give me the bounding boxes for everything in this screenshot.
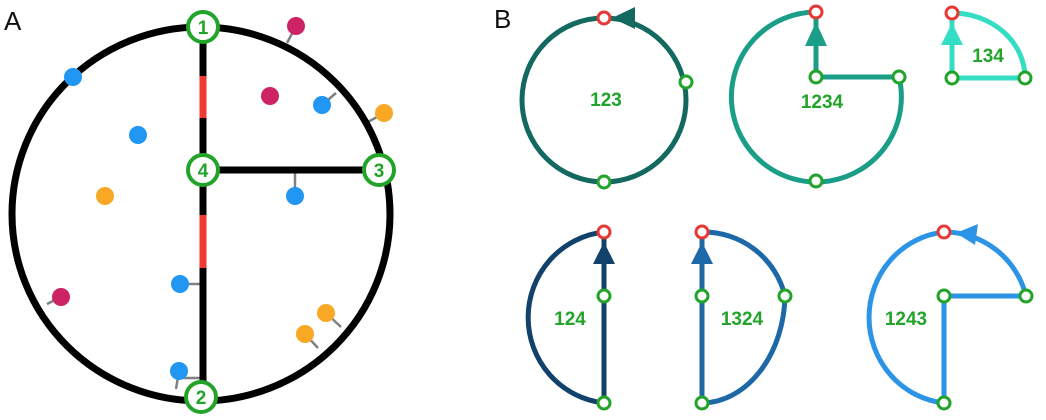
magenta-dot (261, 87, 279, 105)
station-node-3: 3 (362, 153, 396, 187)
waypoint-node (596, 288, 612, 304)
cycle-124: 124 (525, 224, 615, 411)
station-node-circle (186, 153, 220, 187)
orange-dot (317, 304, 335, 322)
waypoint-node (596, 395, 612, 411)
cycle-123: 123 (519, 7, 694, 190)
blue-dot (129, 126, 147, 144)
blue-dot (64, 68, 82, 86)
station-node-circle (362, 153, 396, 187)
cycle-134: 134 (941, 5, 1033, 86)
waypoint-node (596, 174, 612, 190)
cycle-1243: 1243 (866, 224, 1034, 411)
orange-dot (96, 187, 114, 205)
start-node (808, 4, 824, 20)
blue-dot (286, 187, 304, 205)
waypoint-node (777, 288, 793, 304)
cycle-label: 123 (590, 90, 622, 111)
start-node (944, 5, 960, 21)
dots (52, 17, 393, 380)
panel-a-label: A (4, 6, 22, 36)
waypoint-node (936, 395, 952, 411)
station-node-circle (186, 10, 220, 44)
magenta-dot (52, 288, 70, 306)
start-node (596, 224, 612, 240)
magenta-dot (287, 17, 305, 35)
cycle-label: 124 (554, 309, 586, 330)
panel-a-network: 1 2 3 4 (8, 10, 396, 414)
panel-b-label: B (494, 4, 511, 34)
direction-arrow (956, 224, 978, 245)
waypoint-node (1018, 288, 1034, 304)
cycle-label: 1243 (885, 309, 927, 330)
start-node (596, 10, 612, 26)
direction-arrow (941, 23, 963, 45)
station-node-1: 1 (186, 10, 220, 44)
station-node-4: 4 (186, 153, 220, 187)
orange-dot (375, 104, 393, 122)
station-node-2: 2 (184, 380, 218, 414)
cycle-label: 1324 (721, 309, 764, 330)
direction-arrow (691, 242, 713, 264)
direction-arrow (612, 7, 635, 29)
waypoint-node (936, 288, 952, 304)
start-node (694, 224, 710, 240)
orange-dot (296, 325, 314, 343)
waypoint-node (1017, 70, 1033, 86)
start-node (936, 224, 952, 240)
waypoint-node (891, 69, 907, 85)
cycle-label: 1234 (801, 92, 844, 113)
station-node-label: 2 (196, 388, 207, 409)
cycle-path (728, 9, 904, 185)
station-node-label: 1 (198, 18, 209, 39)
direction-arrow (805, 22, 827, 46)
waypoint-node (678, 74, 694, 90)
waypoint-node (808, 173, 824, 189)
direction-arrow (593, 242, 615, 264)
blue-dot (171, 275, 189, 293)
cycle-label: 134 (972, 46, 1004, 67)
blue-dot (170, 362, 188, 380)
waypoint-node (808, 69, 824, 85)
cycle-path (525, 229, 607, 406)
cycle-path (699, 229, 788, 406)
waypoint-node (694, 288, 710, 304)
blue-dot (313, 96, 331, 114)
waypoint-node (944, 70, 960, 86)
station-node-circle (184, 380, 218, 414)
waypoint-node (694, 395, 710, 411)
station-node-label: 3 (374, 161, 385, 182)
station-node-label: 4 (198, 161, 209, 182)
cycle-1324: 1324 (691, 224, 793, 411)
cycle-path (866, 229, 1030, 406)
cycle-1234: 1234 (728, 4, 907, 189)
